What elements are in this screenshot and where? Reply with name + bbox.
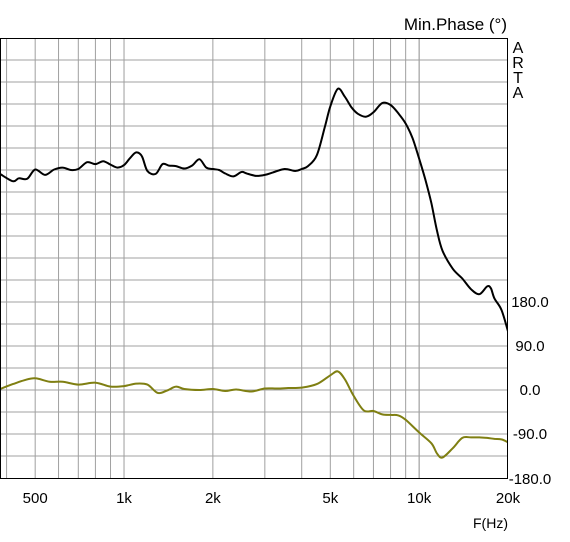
series-line-2 bbox=[0, 370, 508, 459]
watermark-letter: R bbox=[512, 55, 524, 72]
series-group bbox=[0, 87, 508, 459]
x-tick-label: 10k bbox=[407, 490, 432, 507]
watermark-letter: A bbox=[513, 85, 524, 102]
x-tick-label: 5k bbox=[322, 490, 338, 507]
y-axis-label: Min.Phase (°) bbox=[404, 15, 507, 34]
grid bbox=[0, 38, 508, 478]
series-layer bbox=[0, 87, 508, 459]
x-tick-label: 20k bbox=[496, 490, 521, 507]
y-tick-label: 0.0 bbox=[520, 382, 541, 399]
x-tick-label: 2k bbox=[205, 490, 221, 507]
x-axis-label: F(Hz) bbox=[473, 515, 508, 531]
y-tick-label: -90.0 bbox=[513, 426, 547, 443]
y-tick-label: -180.0 bbox=[509, 471, 552, 488]
tick-labels: 500 1k 2k 5k 10k 20k 180.0 90.0 0.0 -90.0 -180.0 bbox=[23, 294, 552, 507]
x-tick-label: 1k bbox=[116, 490, 132, 507]
series-line-1 bbox=[0, 87, 508, 333]
watermark-letter: A bbox=[513, 40, 524, 57]
x-tick-label: 500 bbox=[23, 490, 48, 507]
y-tick-label: 180.0 bbox=[511, 294, 549, 311]
plot-frame bbox=[0, 38, 508, 479]
y-tick-label: 90.0 bbox=[515, 338, 544, 355]
watermark-letter: T bbox=[513, 70, 523, 87]
